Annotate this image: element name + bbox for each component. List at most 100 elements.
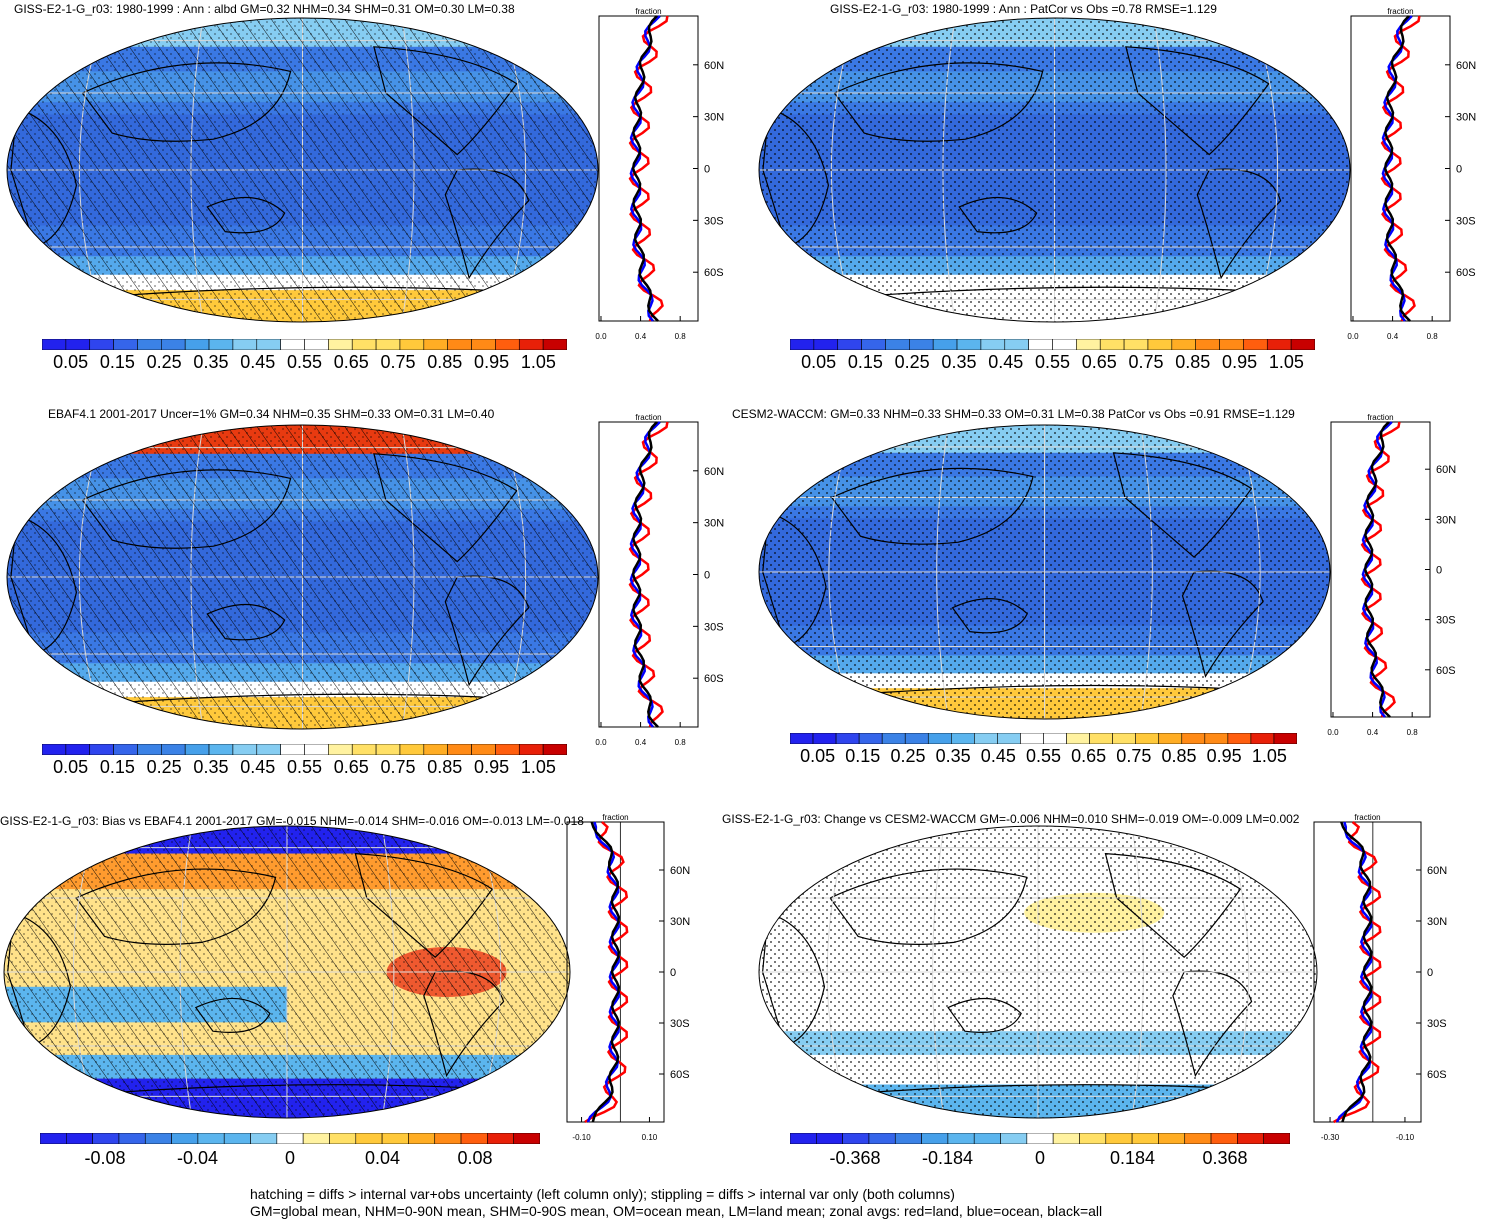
lat-tick-label: 60S (704, 673, 724, 685)
map-plot (758, 17, 1351, 323)
zonal-x-tick-label: 0.8 (1427, 332, 1439, 341)
lat-tick-label: 30N (670, 916, 690, 928)
colorbar-tick-label: 0.75 (1116, 746, 1152, 766)
lat-tick-label: 60N (704, 466, 724, 478)
colorbar-swatch (1004, 339, 1029, 350)
zonal-land-line (628, 15, 669, 322)
colorbar-tick-label: 0.85 (1175, 352, 1211, 372)
colorbar-swatch (932, 339, 958, 350)
colorbar-tick-label: 0.45 (980, 746, 1016, 766)
colorbar-swatch (1052, 1133, 1080, 1144)
caption-line-2: GM=global mean, NHM=0-90N mean, SHM=0-90… (250, 1203, 1103, 1219)
zonal-land-line (1360, 421, 1401, 718)
caption-line-1: hatching = diffs > internal var+obs unce… (250, 1186, 955, 1202)
zonal-mean-plot: fraction 60N 30N 0 30S 60S 0.0 0.4 0.8 (595, 413, 724, 747)
colorbar-swatch (974, 733, 998, 744)
colorbar-tick-label: 0.75 (380, 352, 416, 372)
colorbar-swatch (956, 339, 982, 350)
colorbar-swatch (868, 1133, 896, 1144)
colorbar-swatch (40, 1133, 67, 1144)
lat-tick-label: 30S (670, 1018, 690, 1030)
colorbar-swatch (1158, 733, 1183, 744)
zonal-x-tick-label: 0.4 (1387, 332, 1399, 341)
colorbar-tick-label: 0.85 (427, 757, 463, 777)
colorbar-tick-label: 0.95 (474, 757, 510, 777)
zonal-x-tick-label: 0.0 (595, 332, 607, 341)
lat-tick-label: 30S (704, 621, 724, 633)
zonal-mean-plot: fraction 60N 30N 0 30S 60S 0.0 0.4 0.8 (1347, 7, 1476, 341)
zonal-axis-label: fraction (602, 813, 628, 822)
colorbar-swatch (1131, 1133, 1159, 1144)
colorbar-swatch (232, 744, 258, 755)
lat-tick-label: 0 (670, 967, 676, 979)
zonal-all-line (1383, 15, 1411, 322)
colorbar-swatch (542, 744, 567, 755)
zonal-land-line (628, 421, 669, 728)
zonal-all-line (1363, 421, 1391, 718)
colorbar-swatch (885, 339, 910, 350)
colorbar-swatch (223, 1133, 251, 1144)
zonal-all-line (631, 15, 659, 322)
colorbar-tick-label: -0.368 (829, 1148, 881, 1168)
zonal-mean-plot: fraction 60N 30N 0 30S 60S -0.30 -0.10 (1313, 813, 1447, 1142)
colorbar-tick-label: 0.55 (1025, 746, 1062, 766)
colorbar-swatch (276, 1133, 304, 1144)
lat-tick-label: 60N (1436, 464, 1456, 476)
zonal-all-line (1340, 821, 1373, 1123)
colorbar-tick-label: 0.75 (1128, 352, 1164, 372)
colorbar-tick-label: 0.45 (240, 757, 276, 777)
colorbar-swatch (495, 744, 520, 755)
colorbar (40, 1133, 540, 1144)
colorbar-swatch (997, 733, 1021, 744)
lat-tick-label: 30N (1427, 916, 1447, 928)
colorbar-swatch (921, 1133, 949, 1144)
colorbar-swatch (1219, 339, 1244, 350)
lat-tick-label: 60S (1436, 665, 1456, 677)
figure-caption: hatching = diffs > internal var+obs unce… (250, 1186, 1102, 1220)
colorbar-swatch (1123, 339, 1149, 350)
colorbar-swatch (92, 1133, 120, 1144)
colorbar-swatch (495, 339, 520, 350)
colorbar-tick-label: 0.15 (99, 352, 135, 372)
colorbar-swatch (1171, 339, 1196, 350)
colorbar-swatch (250, 1133, 278, 1144)
colorbar-swatch (460, 1133, 488, 1144)
panel-title: EBAF4.1 2001-2017 Uncer=1% GM=0.34 NHM=0… (48, 407, 495, 421)
colorbar-swatch (835, 733, 860, 744)
colorbar-swatch (113, 744, 138, 755)
colorbar-swatch (471, 744, 496, 755)
colorbar-swatch (812, 733, 837, 744)
colorbar-swatch (542, 339, 567, 350)
colorbar-swatch (1237, 1133, 1264, 1144)
colorbar-tick-label: 0.35 (193, 352, 229, 372)
colorbar-tick-label: 0.45 (240, 352, 276, 372)
colorbar-swatch (790, 733, 814, 744)
colorbar-swatch (171, 1133, 199, 1144)
lat-tick-label: 30S (1436, 615, 1456, 627)
zonal-x-tick-label: 0.0 (1347, 332, 1359, 341)
colorbar-tick-label: 0.45 (988, 352, 1024, 372)
zonal-x-tick-label: 0.10 (642, 1133, 658, 1142)
lat-tick-label: 60N (1427, 865, 1447, 877)
colorbar-swatch (1135, 733, 1160, 744)
colorbar-swatch (208, 744, 234, 755)
colorbar-tick-label: 0.05 (800, 746, 836, 766)
colorbar-swatch (894, 1133, 922, 1144)
lat-tick-label: 0 (1456, 164, 1462, 176)
colorbar-swatch (256, 339, 281, 350)
colorbar-swatch (137, 339, 162, 350)
panel-title: GISS-E2-1-G_r03: Bias vs EBAF4.1 2001-20… (0, 814, 584, 828)
colorbar-swatch (1079, 1133, 1107, 1144)
colorbar-tick-label: 0.75 (380, 757, 416, 777)
zonal-ocean-line (1361, 421, 1393, 718)
lat-tick-label: 30N (1436, 514, 1456, 526)
lat-tick-label: 30N (704, 518, 724, 530)
zonal-axis-label: fraction (635, 7, 661, 16)
colorbar-swatch (1076, 339, 1101, 350)
colorbar-tick-label: -0.08 (84, 1148, 126, 1168)
colorbar-swatch (1020, 733, 1044, 744)
zonal-ocean-line (629, 15, 661, 322)
colorbar-tick-label: 0.65 (1081, 352, 1117, 372)
colorbar-swatch (858, 733, 883, 744)
colorbar-swatch (66, 1133, 93, 1144)
